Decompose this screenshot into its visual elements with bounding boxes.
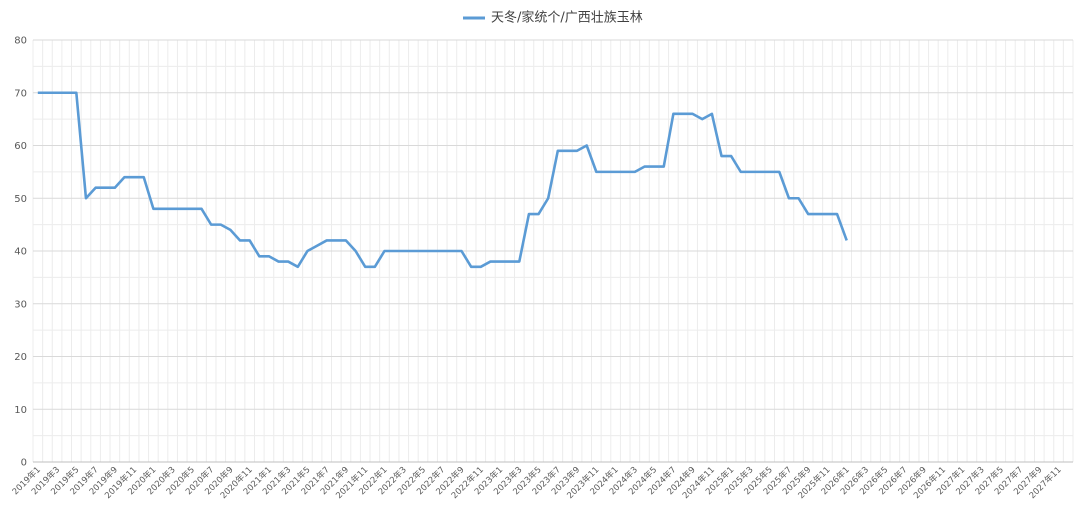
y-tick-label: 10: [14, 405, 27, 416]
data-line: [37, 91, 848, 269]
y-tick-label: 80: [14, 36, 27, 47]
y-tick-label: 50: [14, 194, 27, 205]
y-tick-label: 40: [14, 247, 27, 258]
y-tick-label: 30: [14, 299, 27, 310]
y-tick-label: 70: [14, 88, 27, 99]
y-tick-label: 60: [14, 141, 27, 152]
y-tick-label: 20: [14, 352, 27, 363]
y-tick-label: 0: [21, 458, 27, 469]
legend-label: 天冬/家统个/广西壮族玉林: [491, 10, 643, 26]
